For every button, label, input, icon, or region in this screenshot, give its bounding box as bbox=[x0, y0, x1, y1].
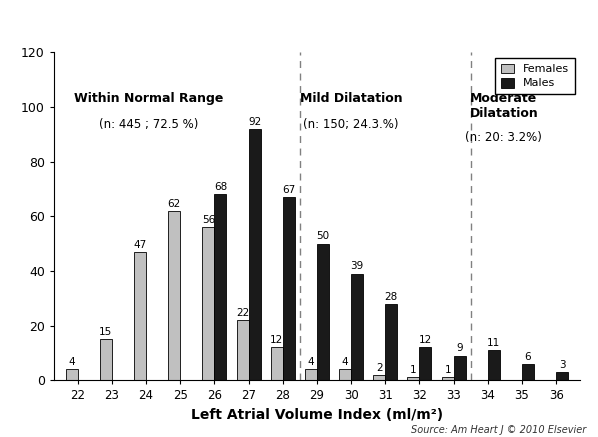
Text: Mild Dilatation: Mild Dilatation bbox=[300, 92, 402, 105]
Text: 62: 62 bbox=[167, 199, 181, 208]
Bar bbox=[522, 364, 534, 380]
Bar bbox=[419, 347, 431, 380]
Bar bbox=[488, 350, 500, 380]
Bar bbox=[385, 304, 397, 380]
Text: (n: 150; 24.3.%): (n: 150; 24.3.%) bbox=[303, 118, 399, 131]
Bar bbox=[317, 244, 329, 380]
Bar bbox=[442, 378, 454, 380]
Bar bbox=[215, 194, 227, 380]
Bar bbox=[237, 320, 249, 380]
Legend: Females, Males: Females, Males bbox=[495, 58, 575, 94]
Text: 4: 4 bbox=[68, 357, 75, 367]
Bar bbox=[339, 369, 351, 380]
Text: 50: 50 bbox=[316, 232, 329, 241]
Bar bbox=[283, 197, 295, 380]
Bar bbox=[373, 375, 385, 380]
Text: 28: 28 bbox=[385, 291, 398, 302]
Bar bbox=[249, 129, 261, 380]
Text: Within Normal Range: Within Normal Range bbox=[74, 92, 223, 105]
Text: 56: 56 bbox=[202, 215, 215, 225]
Text: 47: 47 bbox=[133, 239, 147, 250]
Text: Moderate
Dilatation: Moderate Dilatation bbox=[469, 92, 538, 120]
Text: 4: 4 bbox=[342, 357, 349, 367]
Text: 22: 22 bbox=[236, 308, 249, 318]
Text: (n: 20: 3.2%): (n: 20: 3.2%) bbox=[465, 131, 542, 144]
Bar bbox=[351, 274, 363, 380]
Bar bbox=[134, 252, 146, 380]
Text: 2: 2 bbox=[376, 363, 383, 372]
Bar bbox=[407, 378, 419, 380]
Text: 1: 1 bbox=[410, 365, 417, 375]
Bar bbox=[66, 369, 78, 380]
Text: 12: 12 bbox=[270, 335, 283, 345]
Text: 15: 15 bbox=[99, 327, 112, 337]
Bar bbox=[556, 372, 568, 380]
Text: 68: 68 bbox=[213, 182, 227, 192]
Text: 67: 67 bbox=[282, 185, 295, 195]
X-axis label: Left Atrial Volume Index (ml/m²): Left Atrial Volume Index (ml/m²) bbox=[191, 408, 443, 422]
Text: 39: 39 bbox=[350, 261, 364, 271]
Text: Source: Am Heart J © 2010 Elsevier: Source: Am Heart J © 2010 Elsevier bbox=[411, 425, 586, 435]
Text: Medscape: Medscape bbox=[7, 16, 108, 34]
Text: 3: 3 bbox=[559, 360, 566, 370]
Bar bbox=[305, 369, 317, 380]
Text: 6: 6 bbox=[524, 352, 531, 362]
Text: 11: 11 bbox=[487, 338, 501, 348]
Text: 12: 12 bbox=[419, 335, 432, 345]
Text: 92: 92 bbox=[248, 117, 261, 127]
Bar bbox=[454, 356, 466, 380]
Bar bbox=[271, 347, 283, 380]
Bar bbox=[203, 227, 215, 380]
Bar bbox=[100, 339, 112, 380]
Text: 9: 9 bbox=[456, 343, 463, 354]
Text: (n: 445 ; 72.5 %): (n: 445 ; 72.5 %) bbox=[99, 118, 198, 131]
Text: 1: 1 bbox=[444, 365, 451, 375]
Text: 4: 4 bbox=[307, 357, 315, 367]
Bar bbox=[168, 211, 180, 380]
